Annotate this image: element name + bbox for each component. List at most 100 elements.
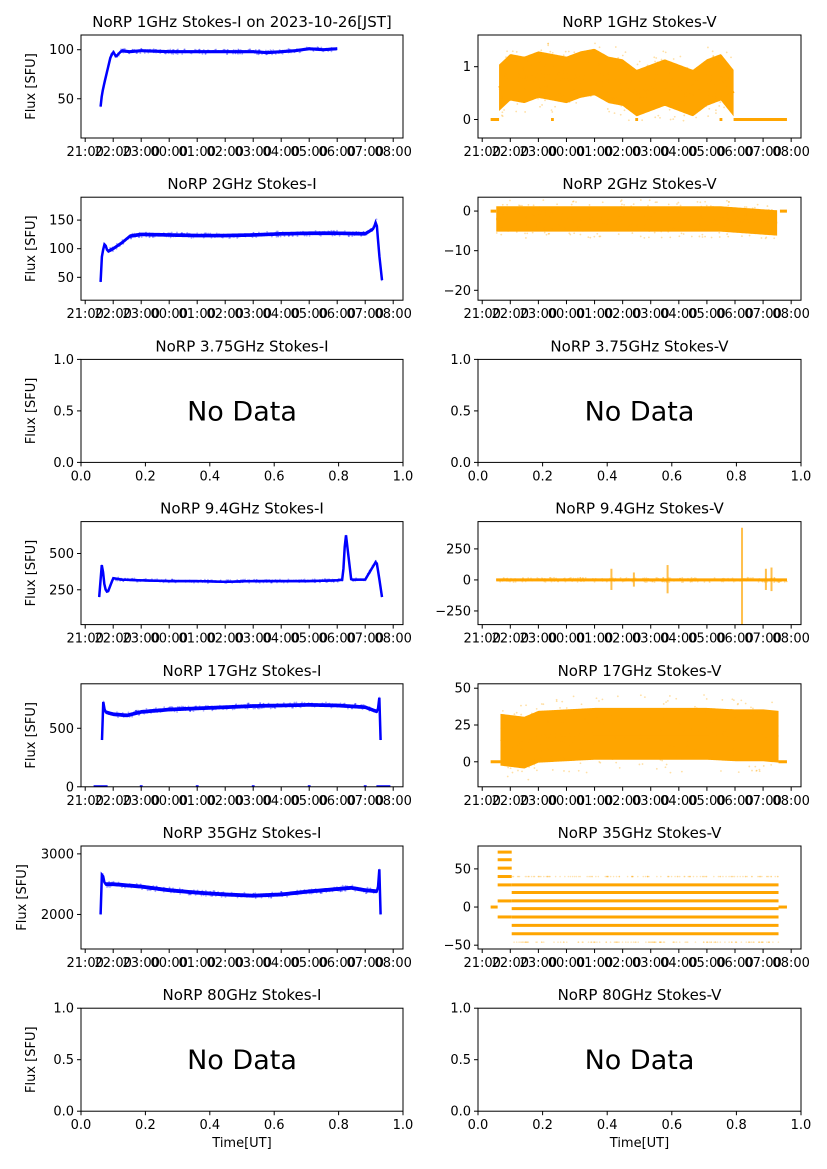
data-point xyxy=(594,82,597,85)
data-point xyxy=(566,579,568,582)
data-point xyxy=(121,51,124,54)
data-point xyxy=(761,580,763,583)
data-point xyxy=(690,753,693,756)
data-point xyxy=(776,580,778,583)
data-point xyxy=(537,97,540,100)
data-point xyxy=(189,892,192,895)
x-tick-label: 06:00 xyxy=(318,145,355,160)
data-point xyxy=(209,579,212,582)
data-point xyxy=(181,891,184,894)
data-point xyxy=(624,73,627,76)
data-point xyxy=(652,756,655,759)
data-point xyxy=(171,49,174,52)
data-point xyxy=(171,707,174,710)
data-point xyxy=(321,231,324,233)
data-point xyxy=(174,581,176,583)
data-point xyxy=(727,204,730,207)
data-point xyxy=(557,57,560,60)
data-point xyxy=(181,888,184,891)
data-point xyxy=(545,233,548,236)
x-tick-label: 1.0 xyxy=(791,1118,812,1133)
data-point xyxy=(544,580,547,583)
data-point xyxy=(604,709,607,712)
data-point xyxy=(287,51,290,54)
data-point xyxy=(667,92,670,94)
data-point xyxy=(606,108,609,110)
data-point xyxy=(195,50,198,53)
data-point xyxy=(238,580,241,583)
data-point xyxy=(120,577,122,580)
data-point xyxy=(661,759,664,762)
data-point xyxy=(128,715,131,718)
data-point xyxy=(295,893,297,896)
data-point xyxy=(152,48,155,51)
y-tick-label: 1 xyxy=(463,60,471,75)
data-point xyxy=(232,704,234,707)
plot-area xyxy=(490,850,787,943)
data-point xyxy=(612,98,615,100)
data-point xyxy=(755,769,758,772)
data-point xyxy=(126,714,129,717)
data-point xyxy=(724,72,727,75)
data-point xyxy=(547,232,550,235)
data-point xyxy=(172,49,175,52)
data-point xyxy=(228,237,231,239)
data-point xyxy=(220,236,223,239)
data-point xyxy=(638,209,641,212)
data-point xyxy=(150,887,153,890)
data-point xyxy=(599,57,601,60)
data-point xyxy=(280,581,283,583)
data-point xyxy=(623,214,626,217)
data-point xyxy=(522,67,525,70)
data-point xyxy=(647,89,650,91)
x-tick-label: 03:00 xyxy=(234,794,271,809)
data-point xyxy=(699,875,702,878)
data-point xyxy=(672,118,675,121)
data-point xyxy=(779,580,782,583)
data-point xyxy=(572,695,575,698)
data-point xyxy=(573,89,576,91)
data-point xyxy=(252,231,255,234)
data-point xyxy=(765,875,768,878)
x-tick-label: 00:00 xyxy=(150,956,187,971)
data-point xyxy=(328,578,330,581)
data-point xyxy=(606,207,609,210)
data-point xyxy=(722,70,725,73)
data-point xyxy=(564,875,566,878)
data-point xyxy=(276,230,279,233)
data-point xyxy=(547,73,550,76)
data-point xyxy=(328,890,331,893)
data-point xyxy=(183,48,186,51)
data-point xyxy=(706,941,709,943)
data-point xyxy=(342,570,345,573)
data-point xyxy=(540,941,543,943)
data-point xyxy=(573,725,575,728)
data-point xyxy=(746,753,749,755)
data-point xyxy=(722,875,724,878)
data-point xyxy=(258,234,261,236)
data-point xyxy=(591,752,594,755)
x-tick-label: 1.0 xyxy=(791,469,812,484)
data-point xyxy=(678,211,681,214)
data-point xyxy=(111,881,113,884)
data-point xyxy=(631,80,634,83)
data-point xyxy=(229,236,232,239)
data-point xyxy=(293,49,296,51)
data-point xyxy=(682,579,685,582)
data-point xyxy=(523,77,526,79)
data-point xyxy=(658,941,661,943)
data-point xyxy=(730,56,732,59)
data-point xyxy=(502,761,505,764)
data-point xyxy=(105,72,108,74)
data-point xyxy=(766,745,769,748)
plot-area xyxy=(495,527,788,625)
data-point xyxy=(522,578,524,581)
data-point xyxy=(504,578,507,581)
data-point xyxy=(168,50,171,53)
data-point xyxy=(687,743,690,746)
data-point xyxy=(750,215,753,218)
data-point xyxy=(699,224,702,226)
data-point xyxy=(104,883,107,886)
data-point xyxy=(543,214,546,216)
data-point xyxy=(653,231,656,234)
